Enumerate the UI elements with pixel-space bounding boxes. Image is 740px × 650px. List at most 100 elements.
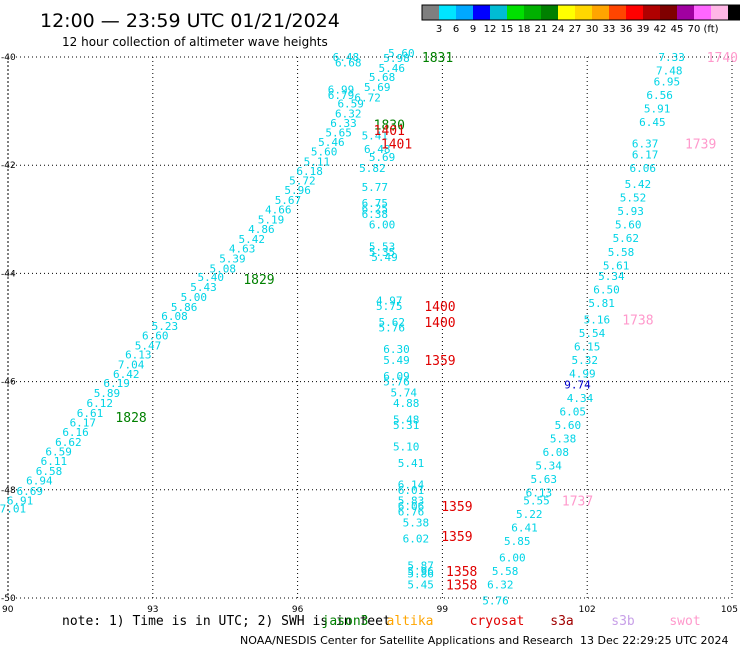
wave-height-label-s3b: 4.34 [567, 392, 594, 405]
time-labels: 1831183014011401182918281400140013591359… [115, 51, 738, 593]
time-label: 1831 [422, 51, 453, 66]
colorbar-swatch [456, 5, 473, 20]
wave-height-label-altika: 5.87 [407, 560, 434, 573]
time-label: 1738 [622, 313, 653, 328]
wave-height-label-jason3: 5.43 [190, 281, 217, 294]
wave-height-label-jason3: 6.13 [125, 349, 152, 362]
colorbar-swatch [660, 5, 677, 20]
wave-height-label-s3b: 6.06 [629, 162, 656, 175]
wave-height-label-s3b: 5.85 [504, 535, 531, 548]
colorbar-swatch [507, 5, 524, 20]
wave-height-label-jason3: 5.69 [369, 151, 396, 164]
time-label: 1400 [424, 300, 455, 315]
wave-height-label-altika: 5.49 [371, 251, 398, 264]
wave-height-label-s3b: 6.05 [559, 405, 586, 418]
wave-height-label-jason3: 6.59 [45, 445, 72, 458]
wave-height-label-jason3: 6.62 [55, 436, 82, 449]
colorbar-label: 33 [603, 24, 616, 35]
wave-height-label-s3b: 7.33 [658, 51, 685, 64]
colorbar-swatch [626, 5, 643, 20]
legend-item-altika: altika [387, 614, 434, 629]
wave-height-label-altika: 4.88 [393, 397, 420, 410]
wave-height-label-s3b: 5.91 [644, 102, 671, 115]
x-tick-label: 102 [579, 605, 596, 615]
x-tick-label: 93 [147, 605, 158, 615]
wave-height-label-jason3: 5.40 [197, 271, 224, 284]
colorbar-label: 9 [470, 24, 476, 35]
wave-height-label-s3b: 6.15 [574, 340, 601, 353]
wave-height-label-altika: 6.25 [362, 202, 389, 215]
legend-item-s3b: s3b [611, 614, 635, 629]
wave-height-label-s3b: 5.60 [615, 219, 642, 232]
wave-height-label-s3b: 5.61 [603, 259, 630, 272]
time-label: 1359 [424, 354, 455, 369]
wave-height-label-jason3: 6.11 [41, 455, 68, 468]
wave-height-label-altika: 6.76 [398, 505, 425, 518]
colorbar-swatch [473, 5, 490, 20]
wave-height-label-jason3: 6.99 [328, 83, 355, 96]
wave-height-label-s3b: 6.17 [632, 148, 659, 161]
colorbar-swatch [677, 5, 694, 20]
wave-height-label-altika: 6.75 [362, 197, 389, 210]
wave-height-label-s3b: 7.48 [656, 65, 683, 78]
wave-height-label-s3b: 5.63 [531, 473, 558, 486]
wave-height-label-s3b: 6.50 [593, 284, 620, 297]
wave-height-label-s3b: 6.08 [543, 446, 570, 459]
wave-height-label-jason3: 5.39 [219, 252, 246, 265]
time-label: 1740 [707, 51, 738, 66]
colorbar-swatch [694, 5, 711, 20]
colorbar-label: (ft) [703, 24, 718, 35]
wave-height-label-s3b: 5.16 [584, 313, 611, 326]
colorbar-swatch [711, 5, 728, 20]
wave-height-label-jason3: 6.42 [113, 368, 140, 381]
colorbar-swatch [728, 5, 740, 20]
wave-height-label-altika: 6.30 [383, 343, 410, 356]
wave-height-label-s3b: 5.58 [492, 565, 519, 578]
wave-height-label-jason3: 4.63 [229, 243, 256, 256]
wave-height-label-altika: 5.82 [359, 162, 386, 175]
wave-height-label-s3b: 5.22 [516, 508, 543, 521]
wave-height-label-altika: 5.38 [403, 516, 430, 529]
wave-height-label-altika: 6.38 [362, 208, 389, 221]
time-label: 1830 [374, 119, 405, 134]
wave-height-label-s3b: 5.42 [625, 178, 652, 191]
wave-height-label-jason3: 4.86 [248, 223, 275, 236]
wave-height-label-s3b: 6.41 [511, 522, 538, 535]
wave-height-label-jason3: 5.98 [383, 52, 410, 65]
colorbar-swatch [643, 5, 660, 20]
time-label: 1400 [424, 316, 455, 331]
colorbar-swatch [609, 5, 626, 20]
wave-height-label-jason3: 5.72 [289, 174, 316, 187]
colorbar-swatch [541, 5, 558, 20]
wave-height-label-jason3: 5.42 [238, 233, 265, 246]
wave-height-label-s3b: 6.00 [499, 551, 526, 564]
plot-grid [7, 56, 733, 599]
colorbar: 3 6 9 12 15 18 21 24 27 30 33 36 39 42 45 70 (ft) [421, 4, 740, 35]
wave-height-label-jason3: 6.72 [354, 92, 381, 105]
wave-height-label-s3b: 4.99 [569, 367, 596, 380]
wave-height-label-jason3: 6.32 [335, 107, 362, 120]
colorbar-label: 24 [552, 24, 565, 35]
wave-height-label-jason3: 6.60 [142, 330, 169, 343]
colorbar-label: 3 [436, 24, 442, 35]
legend-item-jason3: jason3 [322, 614, 369, 629]
y-tick-label: -48 [1, 486, 16, 496]
time-label: 1358 [446, 565, 477, 580]
wave-height-label-s3b: 5.60 [555, 419, 582, 432]
wave-height-label-altika: 5.10 [393, 441, 420, 454]
wave-height-label-jason3: 6.16 [62, 426, 89, 439]
colorbar-label: 6 [453, 24, 459, 35]
x-tick-label: 90 [2, 605, 14, 615]
wave-height-label-altika: 6.06 [398, 500, 425, 513]
colorbar-swatch [592, 5, 609, 20]
legend-item-cryosat: cryosat [470, 614, 525, 629]
wave-height-label-jason3: 6.79 [328, 89, 355, 102]
wave-height-label-jason3: 5.23 [152, 320, 179, 333]
wave-height-label-altika: 5.76 [378, 322, 405, 335]
footer-note: note: 1) Time is in UTC; 2) SWH is in fe… [62, 614, 391, 629]
wave-height-label-s3b: 5.34 [535, 459, 562, 472]
time-label: 1401 [374, 124, 405, 139]
wave-height-label-jason3: 6.58 [36, 465, 63, 478]
colorbar-swatch [490, 5, 507, 20]
wave-height-label-jason3: 5.47 [135, 339, 162, 352]
